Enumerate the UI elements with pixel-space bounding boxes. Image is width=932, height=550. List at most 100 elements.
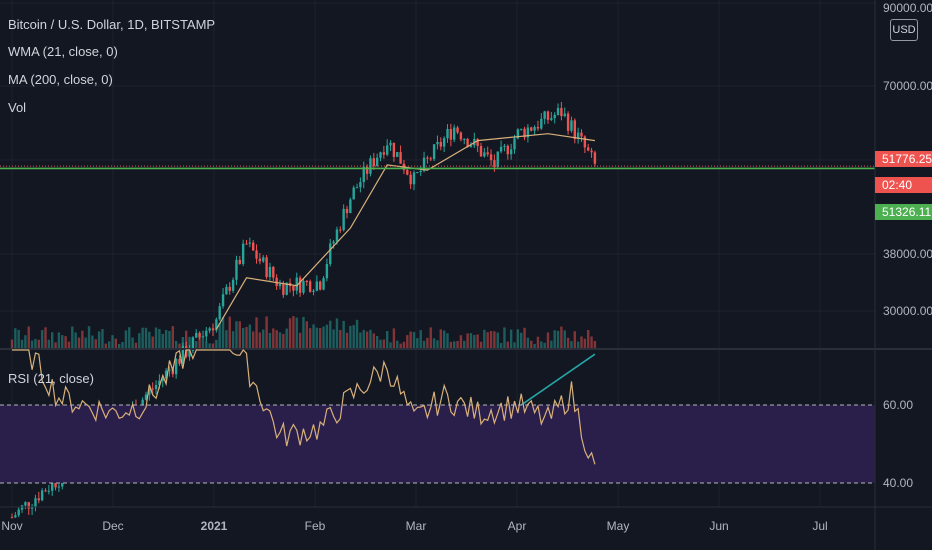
vol-legend[interactable]: Vol [8,100,27,115]
volume-bar [57,332,61,348]
volume-bar [228,316,231,348]
candle-body [272,266,275,278]
volume-bar [188,336,191,348]
volume-bar [379,339,382,348]
volume-bar [161,334,164,348]
volume-bar [359,332,362,348]
candle-body [563,113,566,117]
ma-legend[interactable]: MA (200, close, 0) [8,72,113,87]
volume-bar [349,325,352,348]
volume-bar [533,343,536,348]
volume-bar [178,343,181,348]
candle-body [546,111,550,120]
volume-bar [10,339,14,348]
candle-body [576,132,580,140]
volume-bar [365,331,369,348]
volume-bar [248,324,252,348]
wma-legend[interactable]: WMA (21, close, 0) [8,44,118,59]
candle-body [322,278,325,290]
volume-bar [322,326,325,348]
volume-bar [382,339,386,348]
volume-bar [493,331,496,348]
rsi-legend[interactable]: RSI (21, close) [8,371,94,386]
grid [0,0,875,507]
volume-bar [453,341,456,348]
candle-body [533,126,536,131]
candle-body [449,129,453,140]
candle-body [57,486,61,488]
volume-bar [255,317,258,348]
candle-body [275,277,278,287]
candle-body [590,150,593,153]
volume-bar [560,326,563,348]
candle-body [241,243,245,264]
candle-body [429,158,432,160]
volume-bar [466,333,469,348]
volume-bar [576,341,580,348]
candle-body [315,281,319,291]
time-tick-label: Feb [305,519,326,533]
volume-bar [409,331,412,348]
candle-body [345,208,349,214]
volume-bar [483,329,486,348]
price-scale[interactable]: 90000.00 70000.00 38000.00 30000.00 [883,1,932,318]
candle-body [164,370,168,379]
candle-body [406,170,409,175]
candle-body [352,187,355,200]
volume-bar [406,335,409,348]
volume-bar [456,341,459,348]
candle-body [466,138,469,148]
volume-bar [67,341,71,348]
pane-separator[interactable] [0,348,932,350]
time-axis[interactable]: Nov Dec 2021 Feb Mar Apr May Jun Jul [1,519,827,533]
candle-body [509,149,513,155]
candle-body [151,388,154,390]
volume-bar [198,334,201,348]
candle-body [550,118,553,120]
candle-body [516,129,520,139]
volume-bar [34,338,37,348]
candle-body [375,157,379,167]
candle-body [439,141,442,147]
volume-bar [158,329,161,348]
volume-bar [231,331,235,348]
candle-body [141,399,144,409]
candle-body [34,498,37,507]
volume-bar [181,336,185,348]
candle-body [174,358,178,375]
volume-bar [449,341,453,348]
candle-body [305,280,308,282]
candle-body [248,242,252,244]
candle-body [476,139,479,146]
time-tick-label: Dec [102,519,123,533]
volume-bar [238,321,241,348]
candle-body [302,280,305,293]
candle-body [372,158,375,167]
volume-bar [265,316,268,348]
volume-bar [429,327,432,348]
symbol-title[interactable]: Bitcoin / U.S. Dollar, 1D, BITSTAMP [8,17,216,32]
volume-bar [288,318,292,348]
volume-bar [516,329,520,348]
volume-bar [74,332,77,348]
candle-body [319,281,322,290]
bar-countdown: 02:40 [875,177,932,193]
volume-bar [536,336,540,348]
volume-bar [44,327,47,348]
candle-body [526,127,530,138]
volume-bar [523,327,526,348]
volume-bar [446,333,449,348]
currency-button[interactable]: USD [890,19,918,41]
candle-body [205,330,208,337]
candle-body [369,158,372,174]
candle-body [178,358,181,364]
candle-body [446,129,449,139]
volume-bar [235,321,238,348]
volume-bar [37,339,40,348]
candle-body [208,328,211,331]
volume-bar [563,330,566,348]
candle-body [292,285,295,291]
rsi-scale[interactable]: 60.00 40.00 [883,398,913,490]
volume-bar [174,340,178,348]
